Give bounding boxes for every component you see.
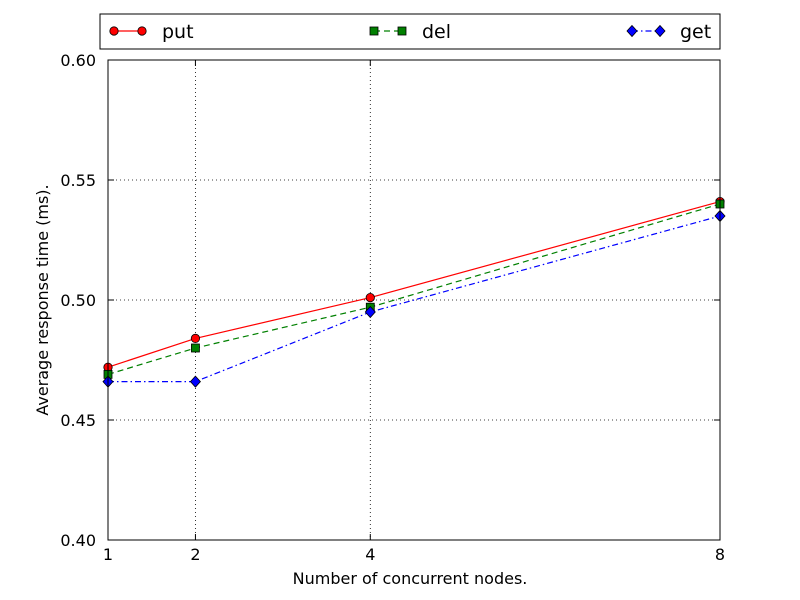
series-line-put (107, 201, 721, 368)
data-point-del (191, 343, 200, 353)
x-tick-label: 8 (715, 545, 725, 564)
data-point-put (190, 333, 201, 343)
series-line-del (107, 203, 721, 375)
legend-label: put (162, 21, 194, 43)
legend-marker (109, 26, 119, 36)
ticks: 1 2 4 8 0.40 0.45 0.50 0.55 0.60 (60, 51, 725, 564)
legend-marker (654, 24, 666, 38)
y-tick-label: 0.60 (60, 51, 96, 70)
legend-item-del: del (369, 21, 451, 43)
legend-item-put: put (109, 21, 194, 43)
legend-label: get (680, 21, 711, 43)
legend-marker (626, 24, 638, 38)
legend-box (99, 13, 721, 50)
legend-label: del (422, 21, 451, 43)
x-tick-label: 1 (103, 545, 113, 564)
y-axis-label: Average response time (ms). (33, 184, 52, 415)
legend-marker (137, 26, 147, 36)
x-axis-label: Number of concurrent nodes. (293, 569, 528, 588)
y-tick-label: 0.55 (60, 171, 96, 190)
legend-item-get: get (626, 21, 711, 43)
data-point-put (365, 292, 375, 303)
x-tick-label: 4 (365, 545, 375, 564)
data-point-get (364, 305, 376, 319)
legend-marker (369, 26, 379, 36)
series-line-get (108, 215, 721, 383)
y-tick-label: 0.45 (60, 411, 96, 430)
legend-marker (397, 26, 407, 36)
data-point-get (189, 375, 201, 388)
legend: put del get (99, 13, 721, 50)
y-tick-label: 0.50 (60, 291, 96, 310)
y-tick-label: 0.40 (60, 531, 96, 550)
x-tick-label: 2 (190, 545, 200, 564)
